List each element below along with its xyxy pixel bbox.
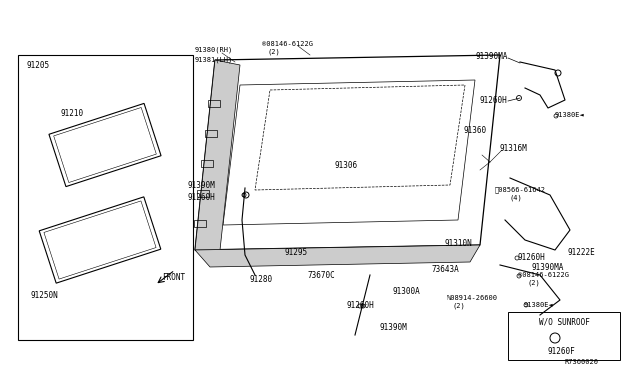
Text: 91260H: 91260H — [518, 253, 546, 263]
Text: R7360020: R7360020 — [565, 359, 599, 365]
Text: (2): (2) — [528, 280, 541, 286]
Text: 91381(LH): 91381(LH) — [195, 57, 233, 63]
Text: 91310N: 91310N — [445, 238, 473, 247]
Text: (4): (4) — [510, 195, 523, 201]
Text: (2): (2) — [268, 49, 281, 55]
Text: 91260H: 91260H — [188, 192, 216, 202]
Text: ®08146-6122G: ®08146-6122G — [518, 272, 569, 278]
Text: 91306: 91306 — [335, 160, 358, 170]
Text: ®08146-6122G: ®08146-6122G — [262, 41, 313, 47]
Text: (2): (2) — [453, 303, 466, 309]
Text: 73643A: 73643A — [432, 266, 460, 275]
Text: 91390MA: 91390MA — [532, 263, 564, 273]
Text: 91390M: 91390M — [380, 324, 408, 333]
Text: 91280: 91280 — [250, 276, 273, 285]
Text: 91380(RH): 91380(RH) — [195, 47, 233, 53]
Polygon shape — [195, 245, 480, 267]
Text: Ⓝ08566-61642: Ⓝ08566-61642 — [495, 187, 546, 193]
Polygon shape — [195, 60, 240, 250]
Text: 91250N: 91250N — [30, 291, 58, 299]
Bar — [197, 190, 209, 197]
Text: W/O SUNROOF: W/O SUNROOF — [539, 317, 589, 327]
Text: 91380E◄: 91380E◄ — [524, 302, 554, 308]
Bar — [201, 160, 213, 167]
Bar — [205, 130, 216, 137]
Bar — [18, 55, 193, 340]
Text: 91205: 91205 — [26, 61, 49, 70]
Bar — [508, 312, 620, 360]
Text: 91390M: 91390M — [188, 180, 216, 189]
Text: 91210: 91210 — [60, 109, 83, 118]
Text: FRONT: FRONT — [162, 273, 185, 282]
Text: 73670C: 73670C — [308, 270, 336, 279]
Text: 91260H: 91260H — [480, 96, 508, 105]
Text: 91300A: 91300A — [393, 288, 420, 296]
Text: 91222E: 91222E — [568, 247, 596, 257]
Text: ℕ08914-26600: ℕ08914-26600 — [447, 295, 498, 301]
Text: 91260F: 91260F — [548, 347, 576, 356]
Text: 91360: 91360 — [464, 125, 487, 135]
Text: 91390MA: 91390MA — [476, 51, 508, 61]
Text: 91260H: 91260H — [347, 301, 375, 310]
Bar — [208, 100, 220, 107]
Bar — [194, 220, 206, 227]
Text: 91316M: 91316M — [500, 144, 528, 153]
Text: 91295: 91295 — [285, 247, 308, 257]
Text: 91380E◄: 91380E◄ — [555, 112, 585, 118]
